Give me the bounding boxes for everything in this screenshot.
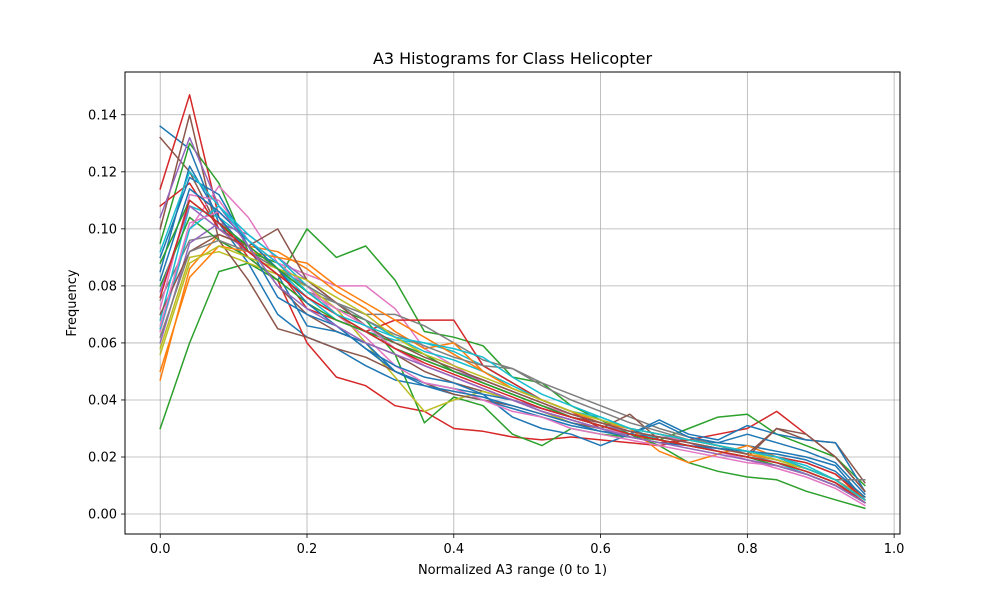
x-tick-label: 1.0 <box>884 542 905 557</box>
y-tick-label: 0.12 <box>88 165 117 180</box>
x-tick-label: 0.0 <box>150 542 171 557</box>
y-tick-label: 0.06 <box>88 336 117 351</box>
y-tick-label: 0.04 <box>88 393 117 408</box>
plot-frame <box>124 71 901 535</box>
y-tick-label: 0.00 <box>88 508 117 523</box>
series-line <box>159 228 866 493</box>
x-tick-label: 0.6 <box>590 542 611 557</box>
y-axis: 0.00 0.02 0.04 0.06 0.08 0.10 0.12 0.14 <box>88 108 125 523</box>
y-axis-label: Frequency <box>65 269 80 336</box>
series-line <box>159 171 866 501</box>
x-axis-label: Normalized A3 range (0 to 1) <box>418 563 607 578</box>
y-tick-label: 0.14 <box>88 108 117 123</box>
plot-lines <box>159 94 866 510</box>
series-line <box>159 136 866 504</box>
x-tick-label: 0.2 <box>297 542 318 557</box>
grid <box>125 72 900 534</box>
y-tick-label: 0.10 <box>88 222 117 237</box>
series-line <box>159 199 866 504</box>
chart-title: A3 Histograms for Class Helicopter <box>373 49 653 68</box>
y-tick-label: 0.08 <box>88 279 117 294</box>
y-tick-label: 0.02 <box>88 451 117 466</box>
x-axis: 0.0 0.2 0.4 0.6 0.8 1.0 <box>150 534 905 557</box>
x-tick-label: 0.4 <box>443 542 464 557</box>
x-tick-label: 0.8 <box>737 542 758 557</box>
